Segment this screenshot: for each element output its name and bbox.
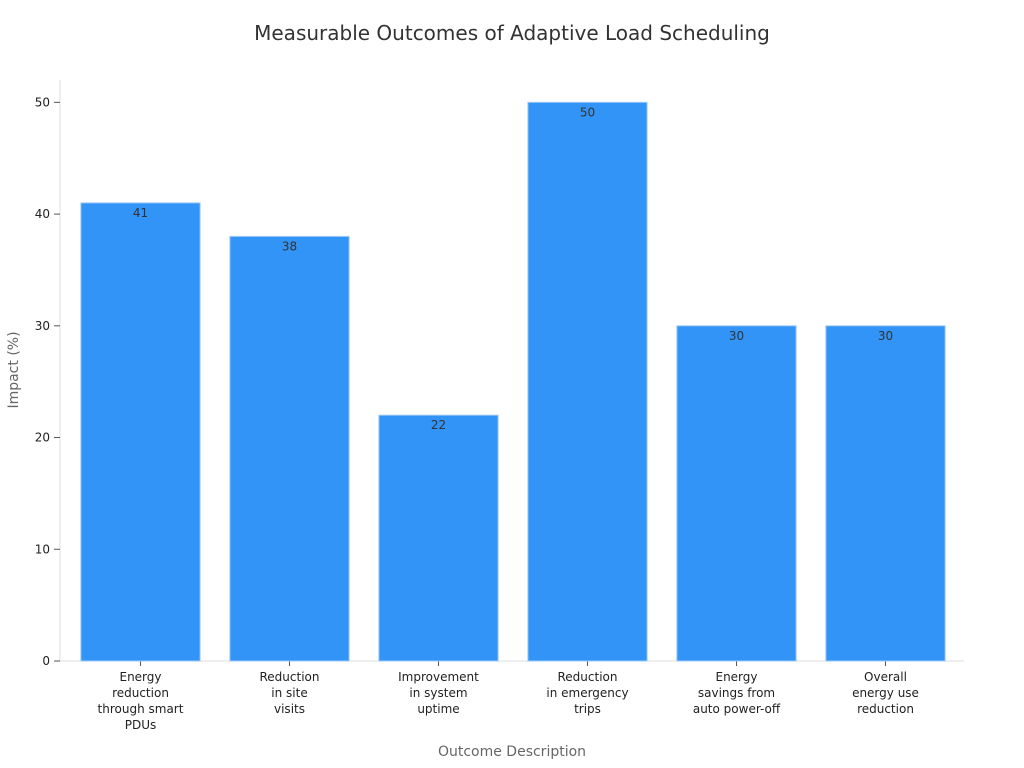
x-tick-label-line: Improvement — [398, 670, 479, 684]
x-tick-label-line: in emergency — [546, 686, 628, 700]
x-tick-label: Overall energy use reduction — [852, 670, 919, 716]
x-tick-label-line: auto power-off — [693, 702, 781, 716]
x-tick-label-line: energy use — [852, 686, 919, 700]
x-tick-label-line: in site — [271, 686, 307, 700]
bar-value-label: 41 — [133, 206, 148, 220]
chart-title: Measurable Outcomes of Adaptive Load Sch… — [254, 21, 770, 45]
x-tick-label-line: Reduction — [558, 670, 618, 684]
bar-value-label: 22 — [431, 418, 446, 432]
x-tick-label-line: PDUs — [125, 718, 157, 732]
x-tick-label: Reduction in site visits — [260, 670, 320, 716]
y-tick-label: 40 — [35, 207, 50, 221]
y-tick-label: 10 — [35, 542, 50, 556]
x-tick-label: Energy savings from auto power-off — [693, 670, 781, 716]
bar — [378, 414, 499, 662]
x-tick-label-line: reduction — [112, 686, 169, 700]
y-tick-label: 0 — [42, 654, 50, 668]
bar-value-label: 30 — [878, 329, 893, 343]
y-axis: 0 10 20 30 40 50 — [35, 95, 60, 668]
x-tick-label-line: Overall — [864, 670, 907, 684]
bar-series — [80, 101, 946, 662]
y-tick-label: 50 — [35, 95, 50, 109]
bar — [676, 325, 797, 662]
x-axis: Energy reduction through smart PDUs Reductio… — [98, 661, 919, 732]
x-tick-label-line: in system — [409, 686, 467, 700]
bar — [825, 325, 946, 662]
y-axis-title: Impact (%) — [6, 331, 22, 408]
x-tick-label-line: Reduction — [260, 670, 320, 684]
bar — [527, 101, 648, 662]
bar-value-label: 30 — [729, 329, 744, 343]
bar-value-label: 50 — [580, 105, 595, 119]
x-tick-label-line: trips — [574, 702, 601, 716]
bar — [80, 202, 201, 662]
x-tick-label-line: savings from — [698, 686, 775, 700]
x-tick-label: Improvement in system uptime — [398, 670, 479, 716]
bar-value-label: 38 — [282, 239, 297, 253]
x-tick-label: Reduction in emergency trips — [546, 670, 628, 716]
x-tick-label-line: Energy — [715, 670, 757, 684]
y-tick-label: 20 — [35, 431, 50, 445]
data-labels: 41 38 22 50 30 30 — [133, 105, 893, 432]
x-tick-label-line: visits — [274, 702, 305, 716]
y-tick-label: 30 — [35, 319, 50, 333]
x-axis-title: Outcome Description — [438, 744, 586, 760]
bar — [229, 235, 350, 662]
x-tick-label-line: uptime — [417, 702, 459, 716]
x-tick-label: Energy reduction through smart PDUs — [98, 670, 184, 732]
x-tick-label-line: through smart — [98, 702, 184, 716]
x-tick-label-line: Energy — [119, 670, 161, 684]
x-tick-label-line: reduction — [857, 702, 914, 716]
